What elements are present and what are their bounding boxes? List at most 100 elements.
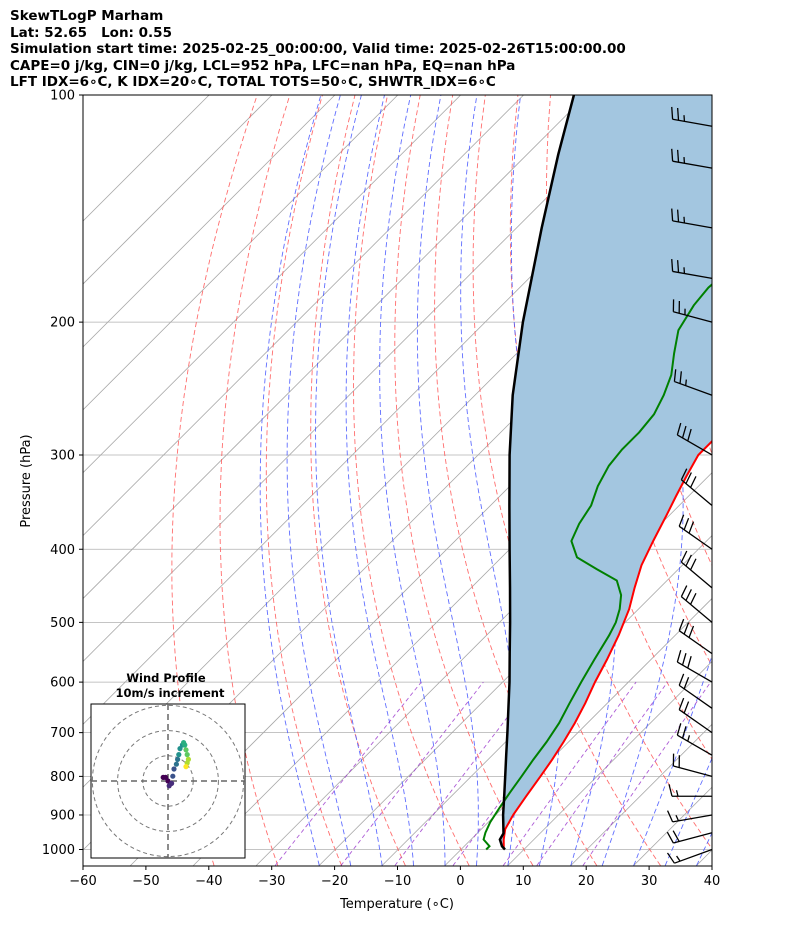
hodograph-ring — [117, 730, 219, 832]
wind-barb — [680, 468, 713, 506]
barb-shaft — [672, 270, 713, 280]
x-tick-label: 20 — [578, 874, 595, 889]
parcel-profile-line — [498, 95, 576, 851]
moist-adiabat — [286, 95, 352, 866]
wind-barb — [678, 618, 713, 655]
barb-shaft — [677, 661, 713, 683]
barb-feather — [676, 107, 680, 121]
isotherm-line — [83, 95, 336, 348]
barb-feather — [680, 468, 688, 481]
hodograph-inset: Wind Profile 10m/s increment — [90, 671, 246, 859]
barb-shaft — [672, 118, 713, 127]
barb-shaft — [680, 561, 713, 589]
barb-feather — [680, 550, 688, 563]
mixing-ratio-line — [582, 681, 712, 866]
wind-barb — [673, 369, 713, 396]
dry-adiabat — [219, 95, 291, 866]
barb-shaft — [677, 434, 713, 456]
y-tick-label: 500 — [50, 616, 75, 631]
wind-barb — [671, 259, 713, 280]
x-tick-label: −40 — [195, 874, 222, 889]
barb-shaft — [674, 380, 713, 396]
hodograph-point — [176, 752, 182, 758]
dry-adiabat — [310, 95, 406, 866]
y-tick-label: 800 — [50, 770, 75, 785]
y-axis-label: Pressure (hPa) — [19, 434, 34, 527]
barb-shaft — [673, 311, 713, 323]
wind-barb — [678, 673, 713, 709]
barb-feather — [683, 622, 690, 635]
barb-shaft — [678, 525, 713, 550]
barb-shaft — [678, 630, 713, 655]
barb-feather — [676, 260, 680, 273]
wind-barb — [678, 697, 713, 734]
y-axis-ticks: 1000 900 800 700 600 500 400 300 200 100 — [42, 89, 83, 858]
hodograph-point — [183, 747, 189, 753]
moist-adiabat — [345, 95, 415, 866]
wind-barb — [676, 650, 713, 683]
moist-adiabat — [664, 757, 712, 866]
hodograph-point — [169, 780, 175, 787]
mixing-ratio-line — [274, 681, 422, 866]
barb-feather — [672, 830, 680, 842]
barb-feather — [685, 472, 692, 484]
moist-adiabat — [315, 95, 383, 866]
barb-feather — [685, 554, 692, 567]
thermo-background-lines — [83, 95, 794, 866]
wind-barb — [666, 830, 713, 844]
mixing-ratio-line — [394, 681, 535, 866]
mixing-ratio-line — [340, 681, 484, 866]
mixing-ratio-line — [536, 681, 668, 866]
y-tick-label: 900 — [50, 808, 75, 823]
wind-barb — [676, 422, 713, 456]
location-line: Lat: 52.65 Lon: 0.55 — [10, 24, 172, 41]
hodograph-point — [171, 766, 177, 772]
wind-barb — [666, 810, 713, 823]
chart-title: SkewTLogP Marham — [10, 8, 164, 24]
barb-feather — [676, 149, 680, 163]
barb-feather — [666, 810, 674, 823]
x-tick-label: 40 — [704, 874, 721, 889]
wind-barb — [672, 753, 713, 778]
barb-feather — [689, 558, 697, 571]
barb-feather — [683, 517, 690, 530]
barb-feather — [683, 701, 690, 714]
x-axis-label: Temperature (∘C) — [339, 897, 454, 912]
barb-feather — [687, 656, 692, 669]
hodograph-point — [175, 756, 181, 763]
isotherm-line — [83, 95, 587, 600]
barb-feather — [676, 209, 680, 223]
barb-shaft — [680, 479, 713, 506]
barb-shaft — [678, 684, 713, 709]
barb-feather — [678, 618, 685, 631]
hodograph-point — [184, 752, 190, 758]
hodograph-title: Wind Profile — [126, 671, 206, 685]
indices-line-2: LFT IDX=6∘C, K IDX=20∘C, TOTAL TOTS=50∘C… — [10, 74, 496, 90]
barb-feather — [680, 585, 688, 597]
barb-feather — [678, 697, 685, 710]
barb-feather — [668, 784, 673, 797]
barb-feather — [685, 589, 692, 601]
moist-adiabat — [633, 654, 712, 866]
barb-shaft — [673, 765, 713, 778]
barb-feather — [689, 476, 697, 488]
isotherm-line — [83, 95, 461, 474]
barb-feather — [681, 653, 687, 666]
isotherm-line — [760, 95, 794, 866]
wind-barb — [671, 106, 713, 127]
moist-adiabat — [460, 95, 518, 866]
hodograph-plot — [91, 704, 245, 858]
moist-adiabat — [259, 95, 322, 866]
isotherm-line — [570, 723, 712, 866]
wind-barb — [668, 784, 712, 797]
wind-barb — [671, 208, 713, 229]
hodograph-point — [182, 742, 188, 748]
barb-half-feather — [675, 814, 680, 822]
barb-feather — [671, 208, 674, 221]
barb-half-feather — [687, 735, 691, 742]
sounding-profiles — [482, 95, 712, 851]
wind-barb — [678, 514, 713, 550]
dewpoint-line — [482, 283, 712, 851]
wind-barb — [666, 848, 713, 864]
time-line: Simulation start time: 2025-02-25_00:00:… — [10, 41, 626, 57]
